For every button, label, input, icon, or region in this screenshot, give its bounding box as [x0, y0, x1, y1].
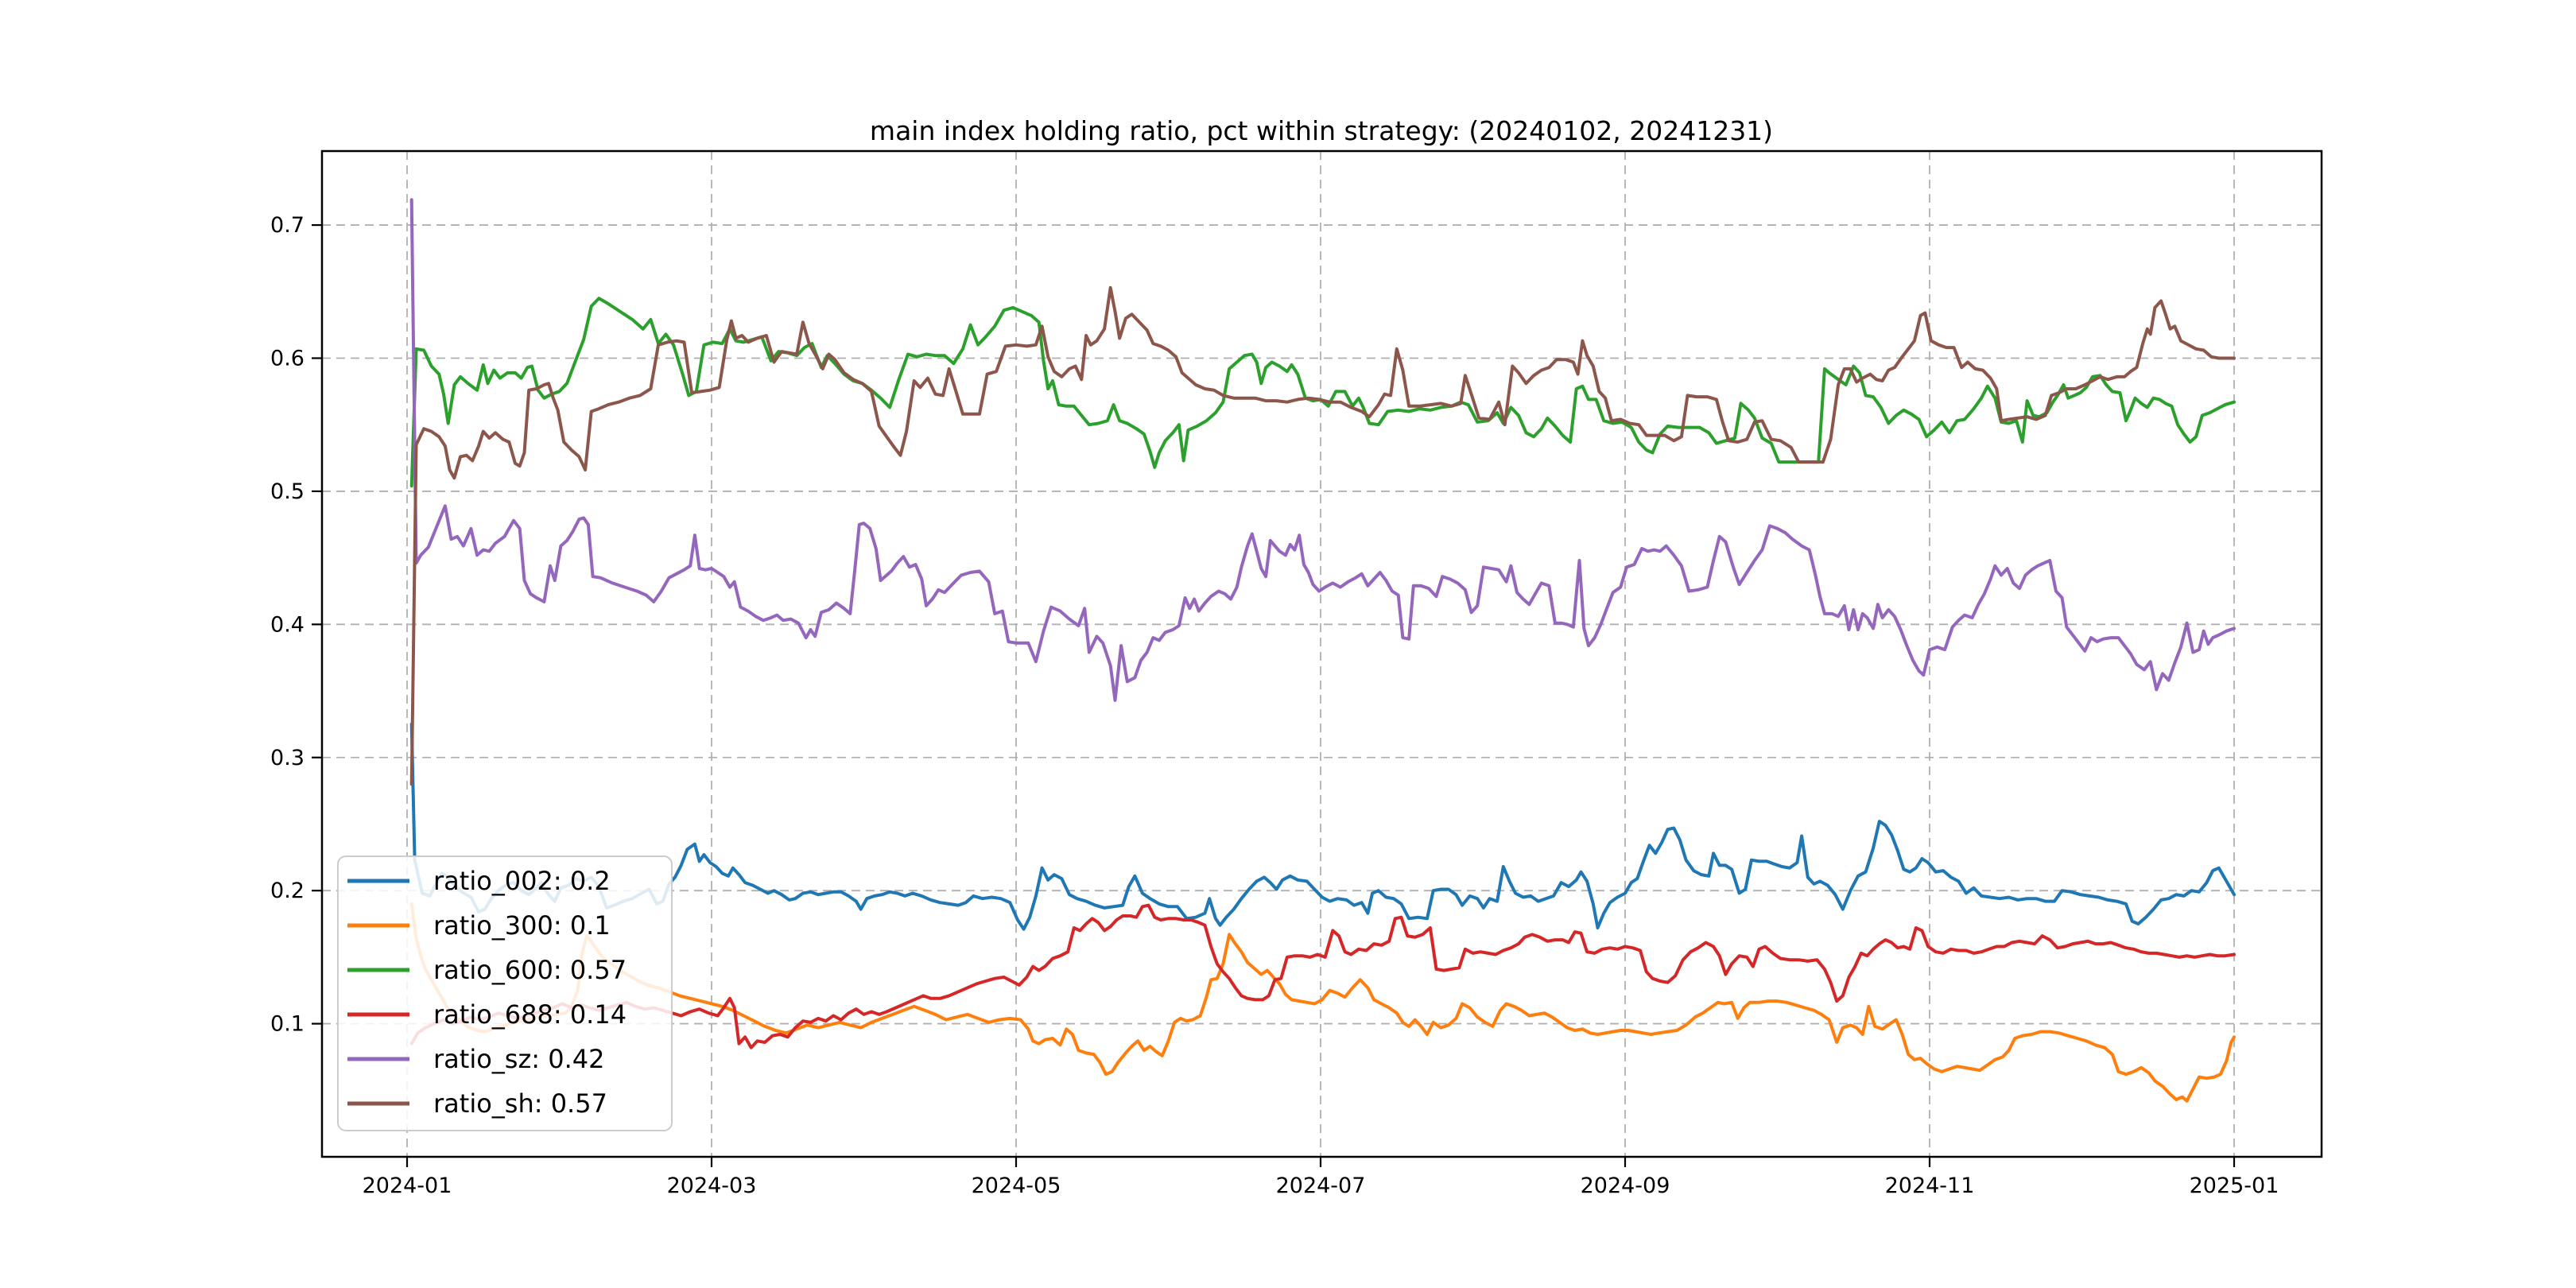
series-line-ratio_600 — [409, 297, 2236, 488]
plot-border — [320, 149, 2323, 1158]
legend: ratio_002: 0.2 ratio_300: 0.1 ratio_600: 0… — [337, 855, 673, 1131]
x-tick-label: 2024-07 — [1276, 1174, 1366, 1198]
series-line-ratio_sz — [409, 198, 2236, 702]
data-series — [409, 198, 2236, 1103]
y-tick-label: 0.2 — [270, 879, 305, 903]
legend-label-3: ratio_688: 0.14 — [433, 999, 627, 1030]
legend-box — [337, 855, 673, 1131]
series-line-ratio_300 — [409, 902, 2236, 1103]
x-tick-label: 2024-05 — [972, 1174, 1061, 1198]
legend-label-0: ratio_002: 0.2 — [433, 866, 611, 896]
series-line-ratio_002 — [409, 722, 2236, 931]
legend-label-1: ratio_300: 0.1 — [433, 910, 611, 941]
x-tick-label: 2024-03 — [667, 1174, 757, 1198]
x-tick-label: 2025-01 — [2190, 1174, 2279, 1198]
legend-label-5: ratio_sh: 0.57 — [433, 1088, 607, 1119]
y-tick-label: 0.5 — [270, 479, 305, 504]
series-line-ratio_688 — [409, 903, 2236, 1049]
y-tick-label: 0.7 — [270, 213, 305, 238]
y-tick-label: 0.6 — [270, 347, 305, 371]
legend-label-4: ratio_sz: 0.42 — [433, 1044, 604, 1074]
y-tick-label: 0.4 — [270, 612, 305, 637]
chart-title: main index holding ratio, pct within str… — [870, 115, 1773, 146]
x-tick-label: 2024-11 — [1885, 1174, 1975, 1198]
y-tick-label: 0.1 — [270, 1012, 305, 1037]
legend-label-2: ratio_600: 0.57 — [433, 955, 627, 985]
series-line-ratio_sh — [409, 285, 2236, 786]
axis-ticks: 2024-01 2024-03 2024-05 2024-07 2024-09 2024-… — [270, 213, 2279, 1198]
x-tick-label: 2024-01 — [363, 1174, 452, 1198]
y-tick-label: 0.3 — [270, 746, 305, 770]
x-tick-label: 2024-09 — [1581, 1174, 1670, 1198]
